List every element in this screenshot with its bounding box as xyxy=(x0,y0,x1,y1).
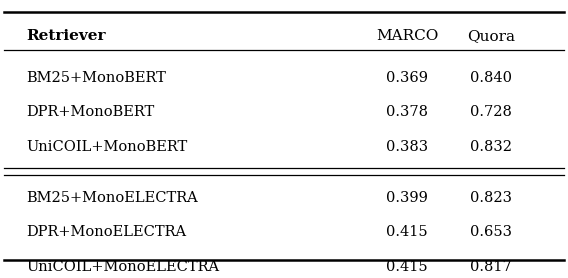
Text: 0.378: 0.378 xyxy=(386,105,428,119)
Text: MARCO: MARCO xyxy=(376,29,438,43)
Text: 0.399: 0.399 xyxy=(386,191,428,205)
Text: 0.415: 0.415 xyxy=(386,225,428,239)
Text: 0.823: 0.823 xyxy=(470,191,512,205)
Text: DPR+MonoELECTRA: DPR+MonoELECTRA xyxy=(27,225,187,239)
Text: 0.415: 0.415 xyxy=(386,260,428,274)
Text: BM25+MonoELECTRA: BM25+MonoELECTRA xyxy=(27,191,198,205)
Text: Quora: Quora xyxy=(467,29,515,43)
Text: 0.840: 0.840 xyxy=(470,71,512,85)
Text: UniCOIL+MonoBERT: UniCOIL+MonoBERT xyxy=(27,140,188,153)
Text: Retriever: Retriever xyxy=(27,29,106,43)
Text: 0.728: 0.728 xyxy=(470,105,512,119)
Text: 0.369: 0.369 xyxy=(386,71,428,85)
Text: DPR+MonoBERT: DPR+MonoBERT xyxy=(27,105,155,119)
Text: 0.653: 0.653 xyxy=(470,225,512,239)
Text: 0.383: 0.383 xyxy=(386,140,428,153)
Text: 0.832: 0.832 xyxy=(470,140,512,153)
Text: UniCOIL+MonoELECTRA: UniCOIL+MonoELECTRA xyxy=(27,260,220,274)
Text: 0.817: 0.817 xyxy=(470,260,512,274)
Text: BM25+MonoBERT: BM25+MonoBERT xyxy=(27,71,166,85)
